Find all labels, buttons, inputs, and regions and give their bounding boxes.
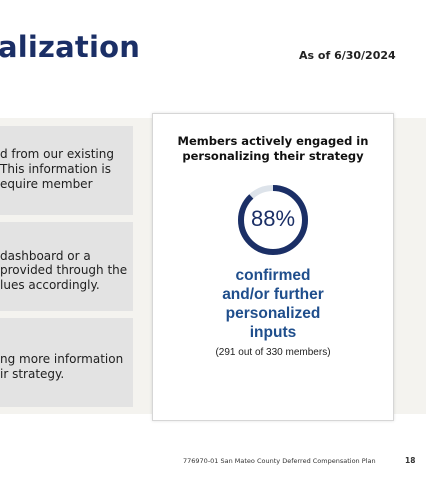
engagement-percent: 88% <box>250 206 296 231</box>
page-number: 18 <box>405 456 416 465</box>
engagement-card: Members actively engaged in personalizin… <box>152 113 394 421</box>
info-box-1-line-2: This information is <box>0 162 111 176</box>
engagement-card-title: Members actively engaged in personalizin… <box>153 134 393 164</box>
as-of-date: As of 6/30/2024 <box>299 49 396 62</box>
engagement-label-line-3: personalized <box>225 305 321 322</box>
engagement-count: (291 out of 330 members) <box>215 347 331 358</box>
info-box-2-line-1: dashboard or a <box>0 249 91 263</box>
engagement-donut-chart <box>238 185 308 255</box>
info-box-2: dashboard or a provided through the lues… <box>0 222 133 311</box>
info-box-1-line-1: d from our existing <box>0 147 114 161</box>
info-box-1-line-3: equire member <box>0 177 93 191</box>
info-box-3-line-1: ng more information <box>0 352 124 366</box>
engagement-label-line-4: inputs <box>249 324 297 341</box>
page-title: alization <box>0 30 141 64</box>
engagement-card-title-line-2: personalizing their strategy <box>182 149 364 163</box>
info-box-2-line-3: lues accordingly. <box>0 278 100 292</box>
footer-doc-text: 776970-01 San Mateo County Deferred Comp… <box>183 457 376 465</box>
donut-value-arc <box>238 185 308 255</box>
info-box-3-line-2: ir strategy. <box>0 367 65 381</box>
info-box-3: ng more information ir strategy. <box>0 318 133 407</box>
engagement-label: confirmed and/or further personalized in… <box>153 266 393 342</box>
info-box-2-line-2: provided through the <box>0 263 128 277</box>
engagement-label-line-2: and/or further <box>222 286 324 303</box>
engagement-label-line-1: confirmed <box>235 267 311 284</box>
engagement-card-title-line-1: Members actively engaged in <box>177 134 369 148</box>
info-box-1: d from our existing This information is … <box>0 126 133 215</box>
